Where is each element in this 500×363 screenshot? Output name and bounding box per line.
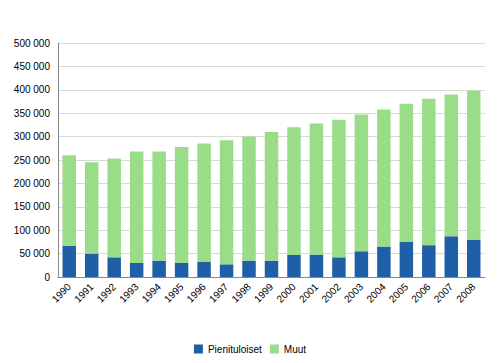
svg-text:2000: 2000: [274, 281, 298, 305]
svg-text:450 000: 450 000: [14, 61, 51, 72]
svg-text:2005: 2005: [387, 281, 411, 305]
svg-text:500 000: 500 000: [14, 38, 51, 49]
svg-text:2008: 2008: [454, 281, 478, 305]
svg-text:1994: 1994: [140, 281, 164, 305]
svg-text:2006: 2006: [409, 281, 433, 305]
svg-text:2001: 2001: [297, 281, 321, 305]
svg-text:50 000: 50 000: [19, 248, 50, 259]
svg-text:2004: 2004: [364, 281, 388, 305]
svg-text:1996: 1996: [184, 281, 208, 305]
svg-text:1992: 1992: [95, 281, 119, 305]
svg-text:0: 0: [44, 272, 50, 283]
svg-text:1997: 1997: [207, 281, 231, 305]
svg-text:2007: 2007: [432, 281, 456, 305]
svg-text:1991: 1991: [72, 281, 96, 305]
svg-text:1993: 1993: [117, 281, 141, 305]
svg-text:2002: 2002: [319, 281, 343, 305]
svg-text:1998: 1998: [229, 281, 253, 305]
svg-text:1995: 1995: [162, 281, 186, 305]
svg-text:2003: 2003: [342, 281, 366, 305]
svg-text:250 000: 250 000: [14, 155, 51, 166]
svg-text:Muut: Muut: [284, 344, 306, 355]
svg-text:350 000: 350 000: [14, 108, 51, 119]
svg-text:100 000: 100 000: [14, 225, 51, 236]
svg-text:Pienituloiset: Pienituloiset: [208, 344, 262, 355]
svg-text:300 000: 300 000: [14, 131, 51, 142]
svg-text:1999: 1999: [252, 281, 276, 305]
svg-text:150 000: 150 000: [14, 201, 51, 212]
svg-text:200 000: 200 000: [14, 178, 51, 189]
svg-text:400 000: 400 000: [14, 84, 51, 95]
svg-text:1990: 1990: [50, 281, 74, 305]
